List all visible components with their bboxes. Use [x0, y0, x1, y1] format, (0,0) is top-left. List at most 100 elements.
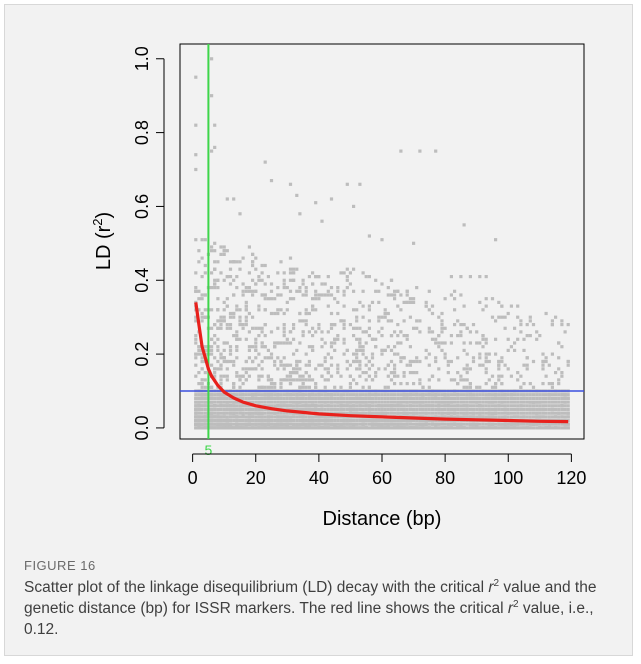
scatter-point — [342, 341, 346, 345]
scatter-point — [323, 393, 327, 397]
scatter-point — [427, 289, 431, 293]
scatter-point — [228, 315, 233, 319]
scatter-point — [232, 385, 236, 389]
scatter-point — [421, 426, 425, 430]
y-axis-label: LD (r2) — [90, 212, 115, 270]
scatter-point — [266, 297, 270, 301]
scatter-point — [266, 385, 270, 389]
scatter-point — [292, 396, 296, 400]
scatter-point — [292, 271, 296, 275]
scatter-point — [434, 396, 438, 400]
scatter-point — [468, 393, 472, 397]
scatter-point — [459, 374, 463, 378]
scatter-point — [418, 378, 422, 382]
scatter-point — [506, 393, 510, 397]
scatter-point — [345, 286, 349, 290]
scatter-point — [228, 422, 233, 426]
x-tick-label: 20 — [246, 468, 266, 488]
scatter-point — [522, 422, 526, 426]
scatter-point — [462, 393, 466, 397]
scatter-point — [437, 411, 441, 415]
scatter-point — [541, 363, 545, 367]
scatter-point — [210, 286, 214, 290]
scatter-point — [393, 330, 397, 334]
scatter-point — [292, 422, 296, 426]
scatter-point — [525, 426, 529, 430]
scatter-point — [311, 415, 315, 419]
scatter-point — [295, 396, 299, 400]
scatter-point — [415, 393, 419, 397]
scatter-point — [478, 411, 482, 415]
scatter-point — [367, 411, 371, 415]
scatter-point — [412, 326, 416, 330]
scatter-point — [481, 337, 485, 341]
scatter-point — [304, 308, 308, 312]
scatter-point — [311, 271, 315, 275]
scatter-point — [311, 404, 315, 408]
scatter-point — [235, 304, 239, 308]
scatter-point — [449, 426, 453, 430]
scatter-point — [228, 326, 233, 330]
scatter-point — [538, 422, 542, 426]
scatter-point — [292, 267, 296, 271]
scatter-point — [528, 315, 532, 319]
scatter-point — [405, 422, 409, 426]
scatter-point — [453, 422, 457, 426]
scatter-point — [364, 411, 368, 415]
scatter-point — [516, 426, 520, 430]
scatter-point — [200, 367, 204, 371]
scatter-point — [288, 415, 293, 419]
scatter-point — [194, 426, 198, 430]
scatter-point — [314, 297, 318, 301]
scatter-point — [361, 315, 365, 319]
y-tick-label: 0.2 — [132, 342, 152, 367]
scatter-point — [361, 271, 365, 275]
y-axis-label-sup: 2 — [90, 218, 105, 225]
scatter-point — [475, 396, 479, 400]
scatter-point — [194, 334, 198, 338]
scatter-point — [219, 393, 223, 397]
scatter-point — [235, 411, 239, 415]
scatter-point — [427, 330, 431, 334]
scatter-point — [251, 393, 255, 397]
scatter-point — [225, 323, 229, 327]
scatter-point — [295, 193, 299, 197]
scatter-point — [434, 400, 438, 404]
scatter-point — [535, 407, 539, 412]
scatter-point — [285, 308, 289, 312]
scatter-point — [566, 400, 570, 404]
scatter-point — [210, 415, 214, 419]
scatter-point — [541, 407, 545, 412]
scatter-point — [531, 407, 536, 412]
scatter-point — [497, 426, 501, 430]
scatter-point — [421, 411, 425, 415]
scatter-point — [484, 411, 488, 415]
scatter-point — [197, 415, 201, 419]
scatter-point — [247, 418, 251, 423]
scatter-point — [301, 330, 305, 334]
scatter-point — [560, 400, 564, 404]
scatter-point — [247, 330, 251, 334]
scatter-point — [412, 411, 416, 415]
scatter-point — [434, 149, 438, 153]
scatter-point — [468, 385, 472, 389]
scatter-point — [393, 393, 397, 397]
scatter-point — [314, 415, 318, 419]
scatter-point — [241, 323, 245, 327]
scatter-point — [213, 123, 217, 127]
scatter-point — [228, 348, 233, 352]
scatter-point — [522, 348, 526, 352]
scatter-point — [494, 382, 498, 386]
scatter-point — [263, 422, 267, 426]
scatter-point — [355, 396, 359, 400]
scatter-point — [266, 348, 270, 352]
scatter-point — [415, 371, 419, 375]
scatter-point — [323, 407, 327, 412]
scatter-point — [285, 393, 289, 397]
scatter-point — [219, 418, 223, 423]
scatter-point — [396, 426, 400, 430]
scatter-point — [235, 393, 239, 397]
scatter-point — [228, 267, 233, 271]
scatter-point — [405, 382, 409, 386]
scatter-point — [462, 367, 466, 371]
